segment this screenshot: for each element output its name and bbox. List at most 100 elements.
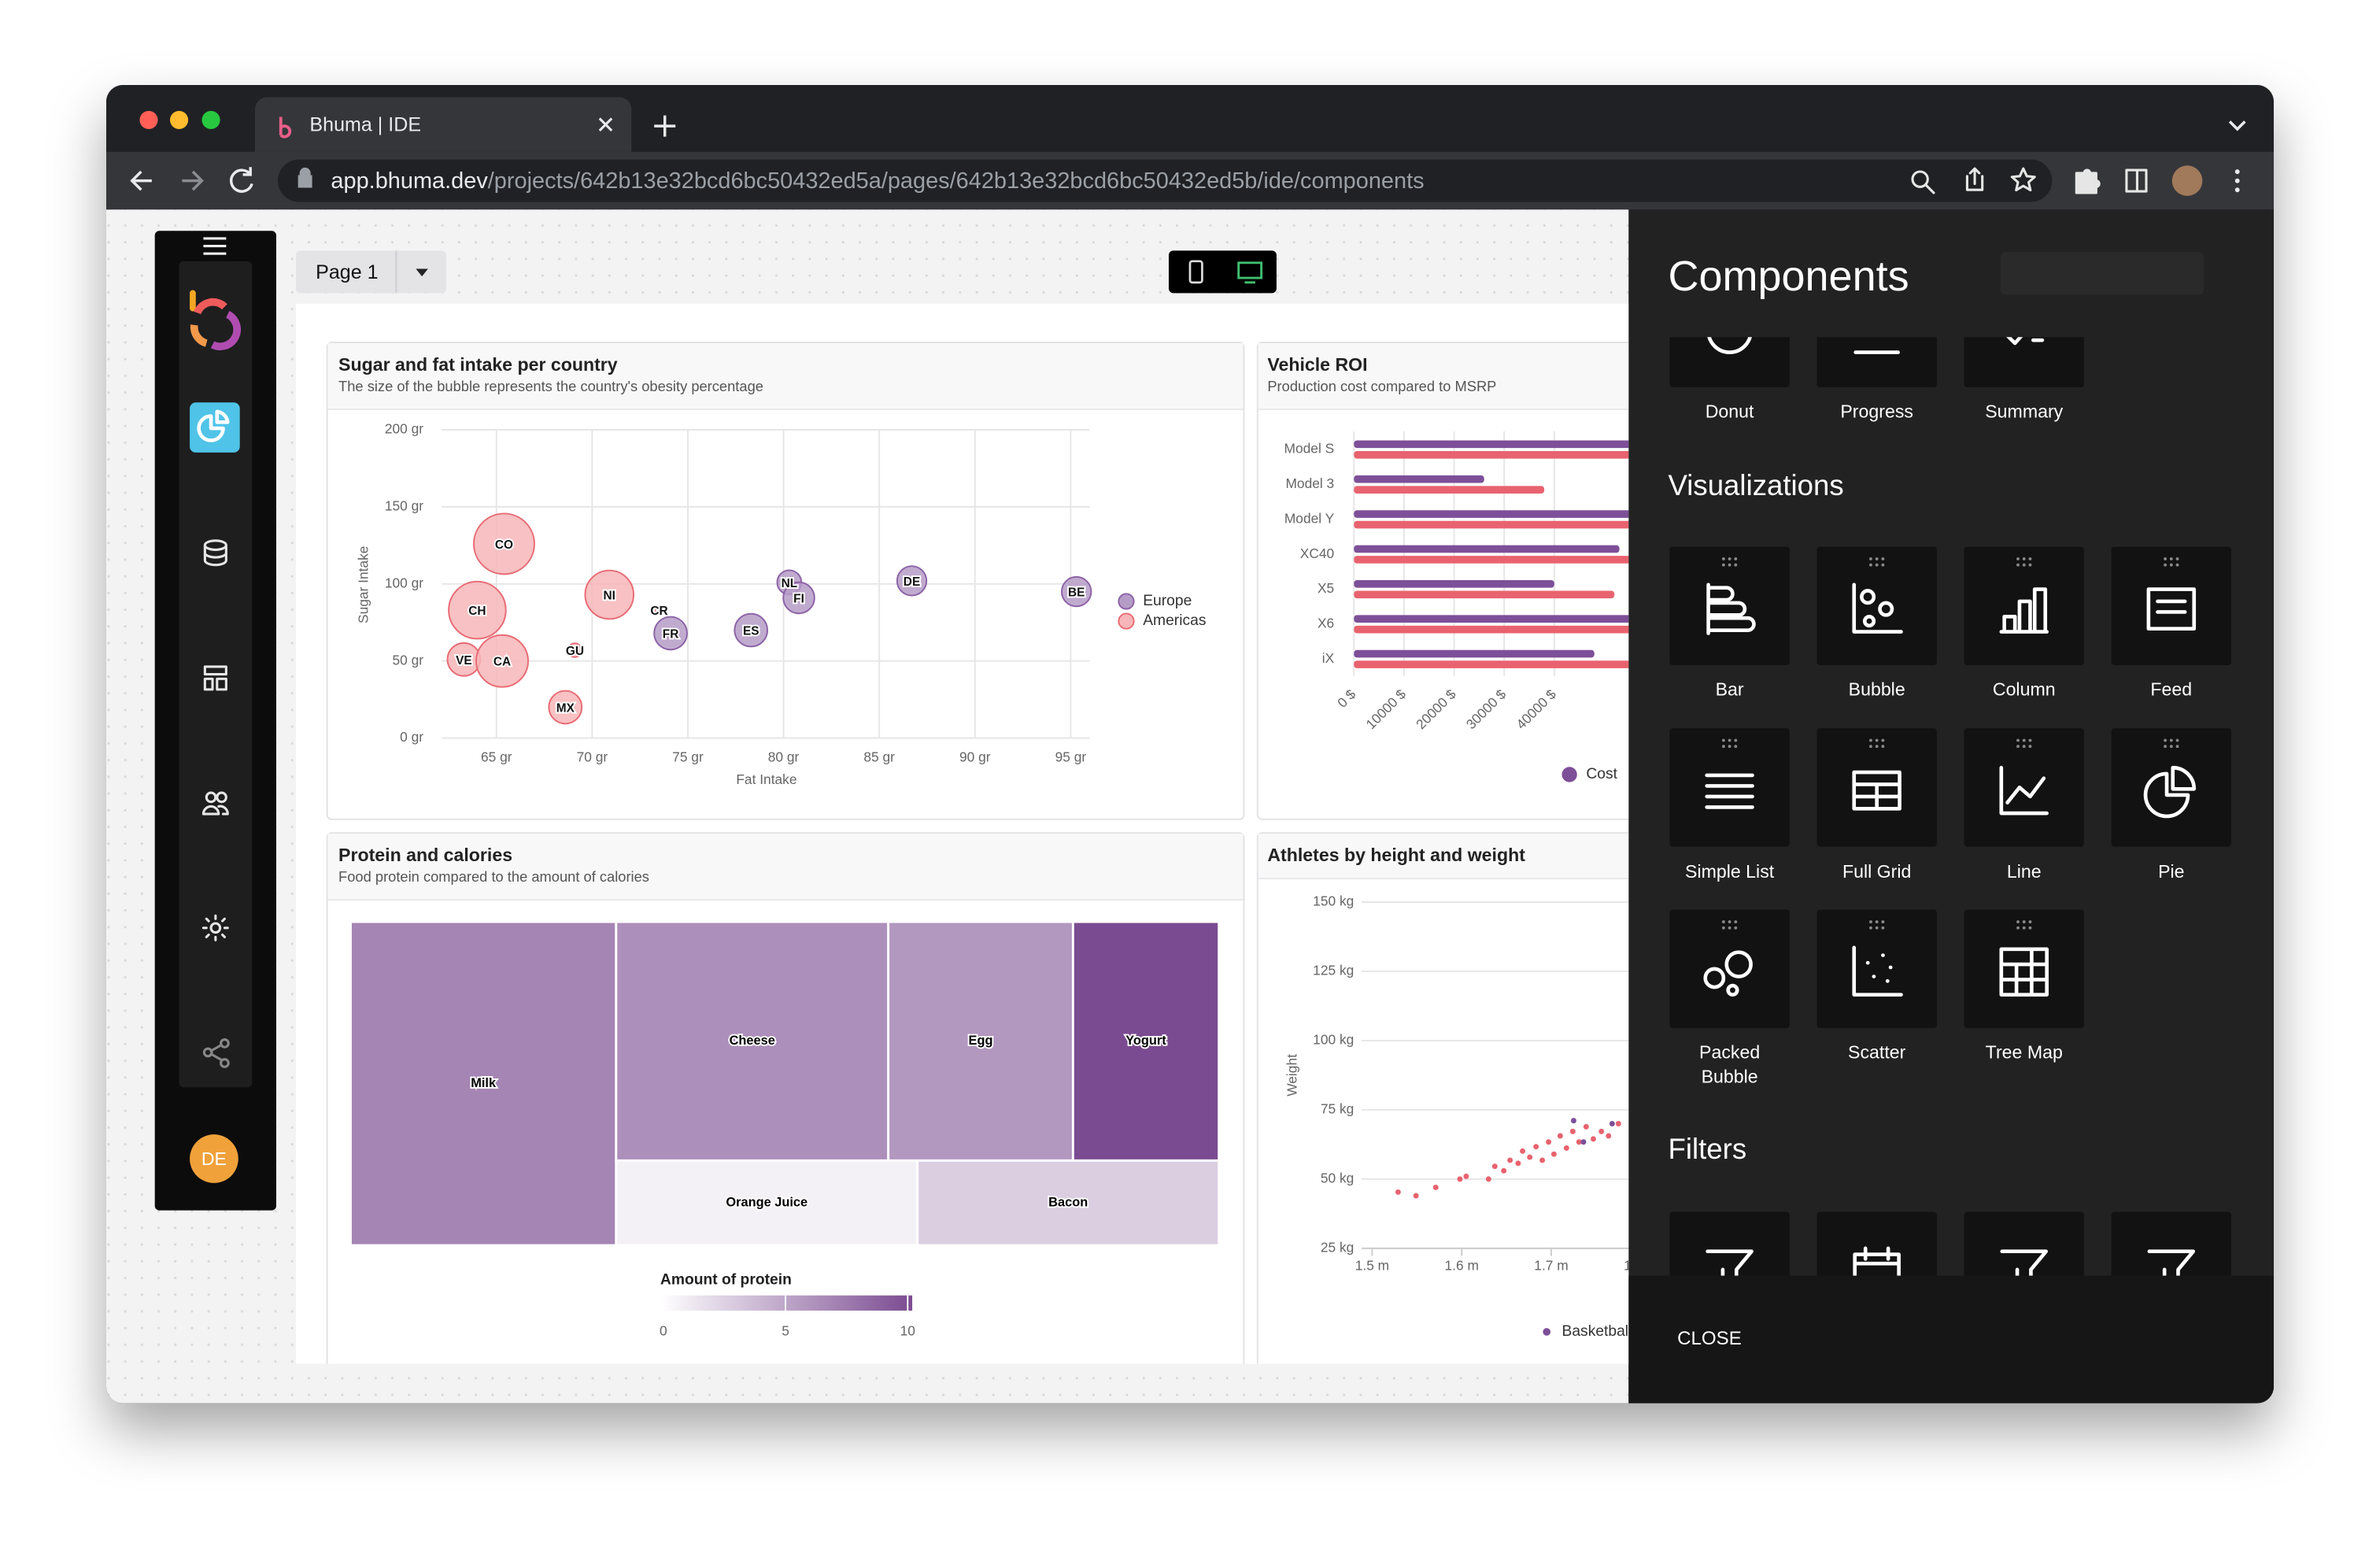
component-label-box: Tree Map — [1986, 1041, 2063, 1063]
tab-close[interactable] — [598, 117, 613, 132]
filter-tile[interactable] — [2111, 1211, 2231, 1330]
filter-tile[interactable] — [1669, 1211, 1790, 1330]
bubble — [475, 634, 529, 688]
drag-handle-dot — [2175, 557, 2179, 560]
drag-handle-dot — [1728, 738, 1731, 742]
y-axis-title: Weight — [1284, 1054, 1300, 1097]
scatter-point — [1557, 1133, 1563, 1139]
nav-layout[interactable] — [203, 665, 227, 691]
drag-handle-dot — [2016, 745, 2020, 749]
component-tile[interactable] — [1964, 268, 2084, 387]
drag-handle-dot — [2022, 745, 2026, 749]
component-label: Full Grid — [1842, 860, 1912, 882]
legend-label[interactable]: Europe — [1143, 593, 1192, 609]
reload-button[interactable] — [229, 167, 253, 193]
color-axis-label: 0 — [660, 1323, 667, 1339]
card-header — [327, 343, 1244, 409]
component-label-box: Bubble — [1849, 679, 1905, 700]
share-icon[interactable] — [1965, 167, 1984, 191]
forward-button[interactable] — [182, 170, 204, 191]
lock-icon — [298, 167, 312, 188]
nav-settings[interactable] — [201, 914, 229, 941]
bubble — [448, 580, 507, 640]
filter-tile[interactable] — [1816, 1211, 1937, 1330]
component-tile[interactable] — [1669, 268, 1790, 387]
component-tile[interactable] — [1964, 909, 2084, 1029]
back-button[interactable] — [130, 170, 152, 191]
bubble — [896, 565, 928, 597]
x-tick-label: 65 gr — [481, 749, 512, 764]
filter-tile[interactable] — [1964, 1211, 2084, 1330]
new-tab[interactable] — [654, 115, 676, 137]
filter-icon — [2147, 1249, 2196, 1276]
bookmark-icon[interactable] — [2010, 167, 2036, 192]
nav-components-icon — [197, 409, 230, 442]
desktop-view[interactable] — [1237, 261, 1263, 284]
scatter-point — [1609, 1121, 1615, 1126]
zoom-dot[interactable] — [201, 110, 220, 129]
bubble — [653, 616, 688, 651]
mobile-view[interactable] — [1188, 260, 1203, 284]
sidebar-icon[interactable] — [2125, 168, 2148, 193]
component-tile[interactable] — [1964, 546, 2084, 666]
extensions-icon[interactable] — [2075, 168, 2101, 194]
drag-handle-dot — [1881, 738, 1885, 742]
nav-share[interactable] — [202, 1038, 230, 1068]
filter-tiles — [1669, 1211, 2231, 1330]
page-select[interactable] — [296, 250, 446, 294]
bar — [1354, 440, 1629, 449]
address-bar[interactable] — [277, 159, 2053, 202]
component-tile[interactable] — [1816, 909, 1937, 1029]
drag-handle-dot — [1734, 563, 1738, 567]
drag-handle-dot — [2164, 745, 2168, 749]
x-axis-title: Fat Intake — [736, 771, 796, 787]
bubble — [655, 605, 663, 615]
logo-arc — [194, 298, 227, 315]
component-tile[interactable] — [1816, 546, 1937, 666]
user-avatar[interactable] — [190, 1134, 238, 1183]
component-label: Simple List — [1685, 860, 1775, 882]
panel-action[interactable] — [2000, 252, 2204, 295]
zoom-icon[interactable] — [1911, 170, 1935, 194]
treemap-cell — [615, 1159, 919, 1247]
nav-data[interactable] — [203, 539, 227, 567]
close-dot[interactable] — [139, 110, 158, 129]
x-tick-label: 70 gr — [577, 749, 608, 764]
treemap-label: Bacon — [1048, 1196, 1088, 1210]
component-tile[interactable] — [1669, 546, 1790, 666]
component-label: Progress — [1840, 401, 1913, 423]
bubble-label: CA — [493, 656, 511, 669]
scatter-point — [1533, 1144, 1539, 1150]
scatter-point — [1507, 1157, 1513, 1163]
minimize-dot[interactable] — [170, 110, 189, 129]
active-tab[interactable] — [255, 97, 632, 152]
tab-search[interactable] — [2228, 120, 2246, 131]
treemap-cell — [916, 1159, 1221, 1247]
component-label-box: Pie — [2158, 860, 2184, 882]
component-label-box: Full Grid — [1842, 860, 1912, 882]
drag-handle-dot — [2175, 745, 2179, 749]
scatter-point — [1591, 1136, 1596, 1142]
sidebar-menu[interactable] — [203, 237, 227, 255]
drag-handle-dot — [2169, 745, 2173, 749]
card-title: Sugar and fat intake per country — [338, 354, 618, 375]
profile-avatar[interactable] — [2171, 165, 2203, 196]
drag-handle-dot — [1734, 738, 1738, 742]
close-button[interactable]: CLOSE — [1677, 1328, 1742, 1349]
page-select-caret[interactable] — [416, 268, 428, 277]
drag-handle-dot — [2028, 926, 2032, 930]
drag-handle-dot — [2175, 738, 2179, 742]
scatter-point — [1501, 1167, 1507, 1174]
component-tile[interactable] — [2111, 546, 2231, 666]
component-tile[interactable] — [1669, 909, 1790, 1029]
legend-label[interactable]: Basketball — [1562, 1323, 1632, 1340]
component-tile[interactable] — [1816, 268, 1937, 387]
legend-label[interactable]: Americas — [1143, 612, 1206, 629]
component-tile[interactable] — [1964, 728, 2084, 847]
nav-users[interactable] — [201, 791, 229, 816]
legend-label[interactable]: Cost — [1586, 766, 1617, 782]
bubble — [1061, 575, 1092, 608]
y-tick-label: 50 kg — [1321, 1170, 1354, 1185]
drag-handle-dot — [2022, 738, 2026, 742]
